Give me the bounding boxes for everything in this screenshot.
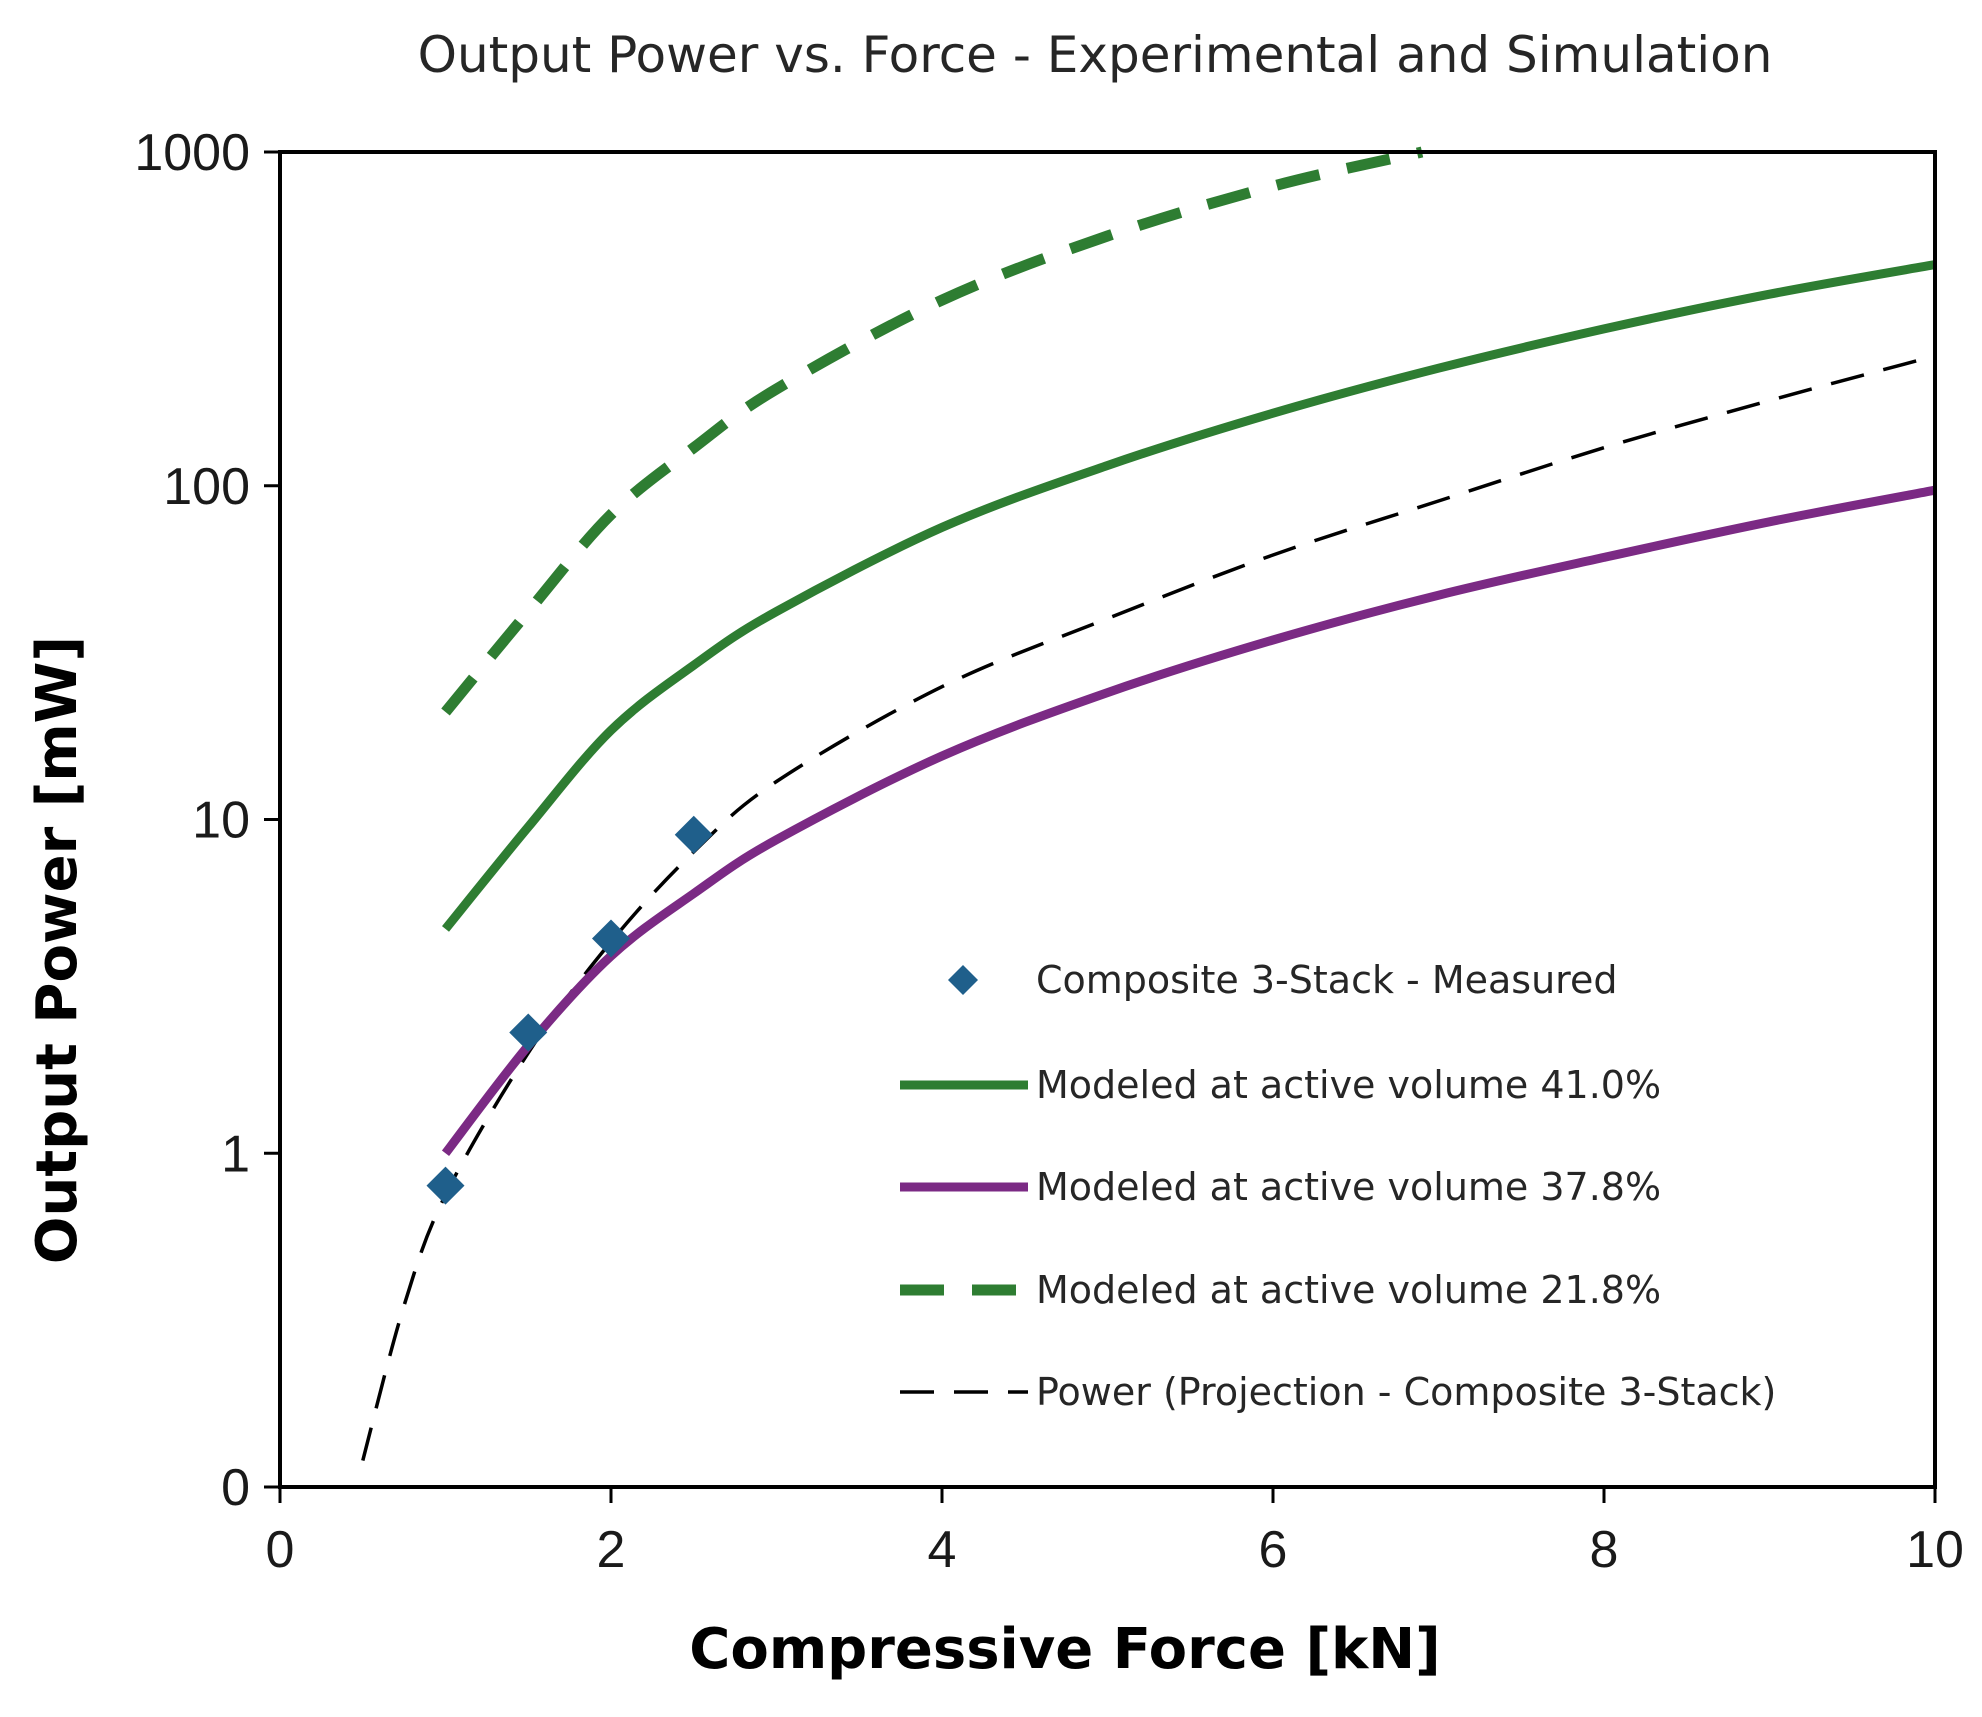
legend-marker-measured — [948, 965, 978, 995]
x-tick-label: 2 — [597, 1521, 626, 1579]
y-tick-label: 100 — [163, 458, 250, 516]
series-line-1 — [442, 260, 1936, 932]
data-point-measured — [592, 919, 630, 958]
series-line-4 — [361, 354, 1936, 1462]
legend-label-1: Modeled at active volume 41.0% — [1036, 1063, 1661, 1107]
x-axis-label: Compressive Force [kN] — [689, 1617, 1441, 1682]
y-tick-label: 10 — [192, 792, 250, 850]
series-line-3 — [441, 146, 1424, 716]
x-tick-label: 8 — [1590, 1521, 1619, 1579]
legend-label-2: Modeled at active volume 37.8% — [1036, 1165, 1661, 1209]
data-point-measured — [674, 815, 713, 854]
y-tick-label: 1000 — [134, 124, 250, 182]
legend-label-3: Modeled at active volume 21.8% — [1036, 1268, 1661, 1312]
x-tick-label: 4 — [928, 1521, 957, 1579]
legend: Composite 3-Stack - Measured Modeled at a… — [900, 958, 1776, 1414]
y-tick-label: 1 — [221, 1125, 250, 1183]
legend-label-0: Composite 3-Stack - Measured — [1036, 958, 1617, 1002]
y-tick-label: 0 — [221, 1459, 250, 1517]
x-tick-label: 0 — [266, 1521, 295, 1579]
data-point-measured — [509, 1013, 548, 1052]
legend-label-4: Power (Projection - Composite 3-Stack) — [1036, 1370, 1776, 1414]
x-tick-label: 10 — [1906, 1521, 1964, 1579]
series-layer — [361, 146, 1936, 1462]
y-axis-label: Output Power [mW] — [25, 636, 90, 1264]
data-point-measured — [426, 1166, 465, 1205]
chart-title: Output Power vs. Force - Experimental an… — [418, 26, 1773, 84]
x-tick-label: 6 — [1259, 1521, 1288, 1579]
